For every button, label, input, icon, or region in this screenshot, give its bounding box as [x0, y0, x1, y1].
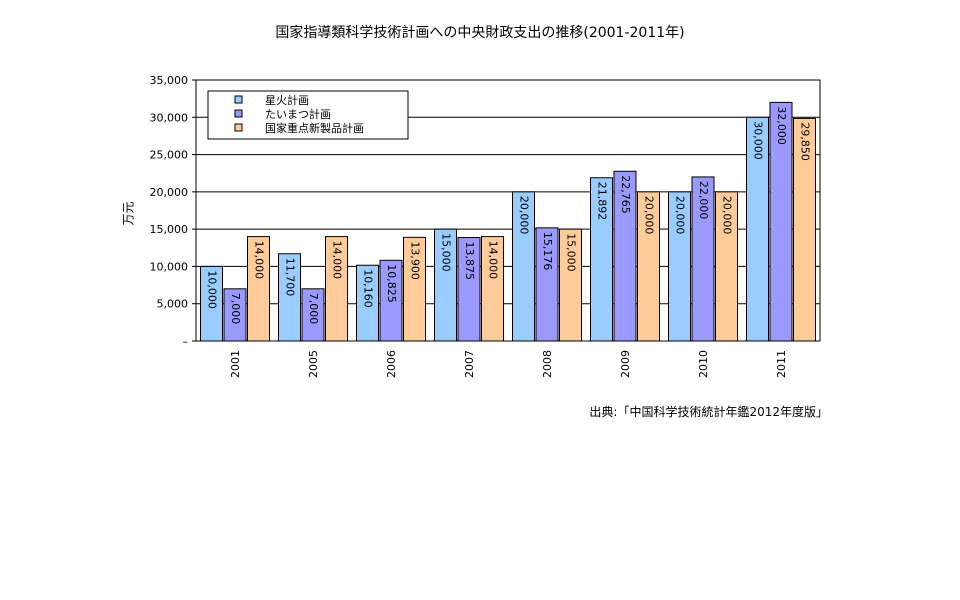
data-label: 13,875 — [463, 242, 476, 281]
x-tick-label: 2007 — [463, 350, 476, 378]
data-label: 7,000 — [307, 293, 320, 325]
data-label: 21,892 — [596, 182, 609, 221]
data-label: 14,000 — [253, 241, 266, 280]
bar — [434, 228, 457, 342]
bar — [746, 116, 769, 342]
chart-title: 国家指導類科学技術計画への中央財政支出の推移(2001-2011年) — [275, 25, 685, 41]
y-tick-label: 25,000 — [150, 149, 189, 162]
bar — [403, 236, 426, 342]
bar — [637, 191, 660, 342]
bar — [301, 288, 325, 342]
bar — [278, 253, 301, 342]
bar — [356, 264, 379, 342]
data-label: 20,000 — [674, 196, 687, 235]
data-label: 20,000 — [518, 196, 531, 235]
bar — [769, 101, 793, 342]
bar — [590, 177, 613, 342]
bar — [512, 191, 535, 342]
data-label: 10,160 — [362, 269, 375, 308]
bar — [457, 237, 481, 342]
data-label: 7,000 — [229, 293, 242, 325]
bar — [793, 117, 816, 342]
x-tick-label: 2010 — [697, 350, 710, 378]
data-label: 22,000 — [697, 181, 710, 220]
bar — [613, 170, 637, 342]
data-label: 11,700 — [284, 258, 297, 297]
data-label: 20,000 — [721, 196, 734, 235]
y-tick-label: 10,000 — [150, 260, 189, 273]
bar — [559, 228, 582, 342]
legend-label: 星火計画 — [265, 93, 309, 107]
y-tick-label: – — [183, 335, 189, 348]
bar — [691, 176, 715, 342]
legend-swatch — [234, 109, 243, 118]
data-label: 15,000 — [565, 233, 578, 272]
y-tick-label: 20,000 — [150, 186, 189, 199]
x-tick-label: 2008 — [541, 350, 554, 378]
legend-swatch — [234, 123, 243, 132]
data-label: 10,825 — [385, 264, 398, 303]
bar — [715, 191, 738, 342]
legend-label: たいまつ計画 — [265, 107, 331, 121]
bar — [379, 259, 403, 342]
data-label: 13,900 — [409, 241, 422, 279]
legend-swatch — [234, 95, 243, 104]
data-label: 30,000 — [752, 121, 765, 159]
legend-label: 国家重点新製品計画 — [265, 121, 364, 135]
y-tick-label: 35,000 — [150, 74, 189, 87]
y-tick-label: 30,000 — [150, 111, 189, 124]
data-label: 14,000 — [487, 241, 500, 280]
data-label: 14,000 — [331, 241, 344, 280]
bar — [535, 227, 559, 342]
bar — [247, 236, 270, 342]
x-tick-label: 2001 — [229, 350, 242, 378]
data-label: 32,000 — [775, 106, 788, 145]
x-tick-label: 2011 — [775, 350, 788, 378]
data-label: 15,176 — [541, 232, 554, 270]
data-label: 10,000 — [206, 270, 219, 309]
bar — [200, 265, 223, 342]
y-tick-label: 5,000 — [157, 298, 189, 311]
source-note: 出典:「中国科学技術統計年鑑2012年度版」 — [589, 405, 828, 419]
bar — [325, 236, 348, 342]
bar — [668, 191, 691, 342]
data-label: 22,765 — [619, 175, 632, 214]
x-tick-label: 2006 — [385, 350, 398, 378]
data-label: 20,000 — [643, 196, 656, 235]
data-label: 15,000 — [440, 233, 453, 272]
y-tick-label: 15,000 — [150, 223, 189, 236]
bar — [223, 288, 247, 342]
data-label: 29,850 — [799, 122, 812, 161]
x-tick-label: 2005 — [307, 350, 320, 378]
bar — [481, 236, 504, 342]
x-tick-label: 2009 — [619, 350, 632, 378]
